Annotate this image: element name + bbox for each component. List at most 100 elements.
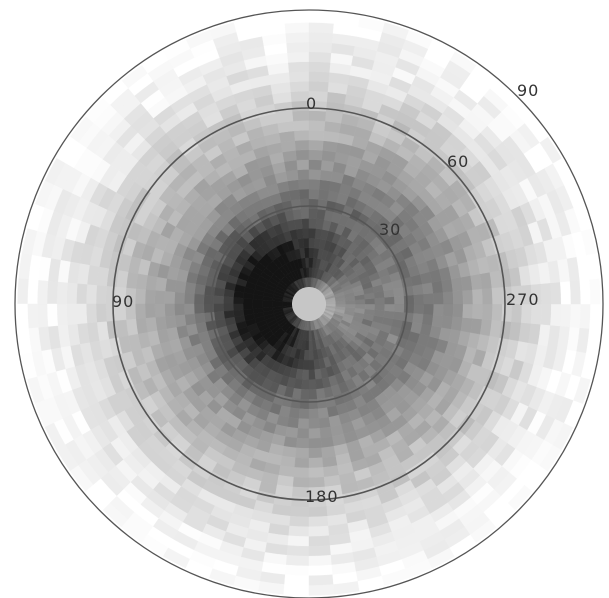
heatmap-cell (17, 278, 29, 305)
heatmap-cell (300, 208, 310, 219)
heatmap-cell (442, 303, 454, 317)
heatmap-cell (441, 278, 454, 293)
heatmap-cell (308, 179, 321, 190)
heatmap-cell (316, 208, 326, 220)
heatmap-cell (354, 303, 366, 310)
heatmap-cell (154, 290, 166, 305)
heatmap-cell (290, 397, 301, 410)
heatmap-cell (579, 303, 591, 329)
heatmap-cell (242, 298, 254, 305)
heatmap-cell (308, 564, 333, 576)
heatmap-cell (308, 574, 334, 586)
heatmap-cell (290, 506, 310, 518)
heatmap-cell (423, 303, 434, 316)
heatmap-cell (491, 303, 503, 322)
heatmap-cell (233, 303, 244, 311)
radius-label-90: 90 (517, 81, 539, 100)
heatmap-cell (174, 314, 187, 328)
heatmap-cell (413, 303, 425, 315)
heatmap-cell (403, 294, 415, 305)
heatmap-cell (287, 417, 300, 429)
heatmap-cell (308, 41, 333, 53)
heatmap-cell (317, 189, 330, 201)
heatmap-cell (460, 275, 473, 291)
heatmap-cell (223, 296, 234, 305)
heatmap-cell (308, 247, 315, 259)
heatmap-cell (322, 455, 338, 468)
heatmap-cell (308, 389, 318, 400)
heatmap-cell (299, 398, 310, 410)
heatmap-cell (95, 303, 107, 323)
heatmap-cell (193, 303, 205, 315)
heatmap-cell (56, 281, 68, 305)
heatmap-cell (319, 169, 333, 182)
heatmap-cell (318, 417, 331, 429)
heatmap-cell (384, 303, 395, 312)
heatmap-cell (164, 303, 176, 317)
heatmap-cell (442, 291, 454, 305)
heatmap-cell (164, 291, 176, 305)
heatmap-cell (296, 437, 310, 449)
center-disc (292, 287, 326, 321)
heatmap-cell (281, 150, 297, 163)
heatmap-cell (284, 22, 310, 34)
heatmap-cell (308, 51, 332, 63)
heatmap-cell (319, 426, 333, 439)
heatmap-cell (569, 280, 581, 305)
heatmap-cell (431, 280, 444, 294)
heatmap-cell (298, 408, 310, 420)
heatmap-cell (422, 313, 434, 326)
heatmap-cell (223, 288, 235, 298)
heatmap-cell (394, 303, 405, 313)
heatmap-cell (287, 61, 310, 73)
heatmap-cell (308, 71, 330, 83)
heatmap-cell (288, 407, 301, 419)
heatmap-cell (285, 41, 310, 53)
heatmap-cell (27, 279, 39, 305)
heatmap-cell (280, 140, 296, 153)
heatmap-cell (76, 283, 88, 305)
circle-90 (14, 9, 604, 598)
heatmap-cell (308, 447, 323, 459)
heatmap-cell (308, 545, 332, 557)
heatmap-cell (308, 506, 328, 518)
heatmap-cell (308, 555, 333, 567)
heatmap-cell (37, 303, 49, 328)
heatmap-cell (193, 293, 205, 305)
heatmap-cell (164, 278, 177, 293)
heatmap-cell (287, 535, 310, 547)
heatmap-cell (321, 445, 337, 458)
heatmap-cell (203, 285, 216, 296)
heatmap-cell (308, 379, 317, 390)
heatmap-cell (308, 408, 320, 420)
heatmap-cell (315, 218, 325, 230)
heatmap-cell (450, 276, 463, 292)
heatmap-cell (318, 179, 331, 191)
heatmap-cell (66, 303, 78, 326)
heatmap-cell (540, 282, 552, 305)
heatmap-cell (460, 317, 473, 333)
heatmap-cell (560, 280, 572, 305)
heatmap-cell (144, 289, 156, 305)
heatmap-cell (288, 525, 310, 537)
heatmap-cell (308, 188, 320, 200)
heatmap-cell (462, 303, 474, 319)
heatmap-cell (308, 515, 329, 527)
heatmap-cell (308, 428, 321, 439)
heatmap-cell (289, 81, 310, 93)
heatmap-cell (450, 316, 463, 332)
heatmap-cell (297, 418, 310, 429)
heatmap-cell (293, 467, 310, 478)
heatmap-cell (285, 169, 299, 182)
heatmap-cell (281, 445, 297, 458)
heatmap-cell (472, 288, 483, 305)
heatmap-cell (302, 228, 310, 239)
heatmap-cell (393, 311, 405, 321)
heatmap-cell (292, 120, 310, 132)
heatmap-cell (295, 149, 310, 161)
heatmap-cell (308, 198, 319, 210)
heatmap-cell (308, 81, 329, 93)
heatmap-cell (308, 149, 323, 161)
heatmap-cell (308, 130, 325, 141)
heatmap-cell (308, 418, 321, 429)
